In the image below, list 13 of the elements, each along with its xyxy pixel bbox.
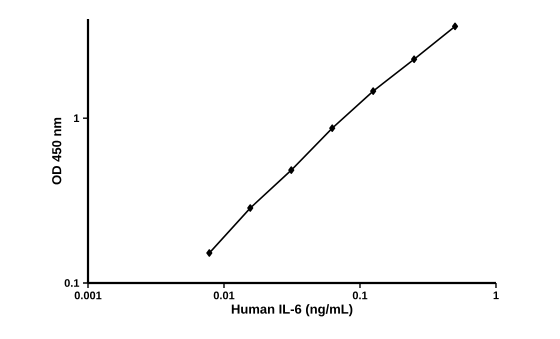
- point: [329, 124, 336, 132]
- x-axis-title: Human IL-6 (ng/mL): [232, 304, 352, 316]
- point: [370, 87, 376, 95]
- x-tick-label: 0.001: [74, 292, 102, 300]
- x-tick-label: 1: [494, 292, 499, 300]
- point: [288, 166, 294, 174]
- point: [247, 204, 254, 212]
- x-tick-label: 0.01: [214, 292, 234, 300]
- point: [452, 22, 458, 30]
- point: [206, 249, 212, 257]
- x-tick-label: 0.1: [352, 292, 368, 300]
- point: [411, 55, 418, 64]
- y-axis-title: OD 450 nm: [52, 118, 62, 184]
